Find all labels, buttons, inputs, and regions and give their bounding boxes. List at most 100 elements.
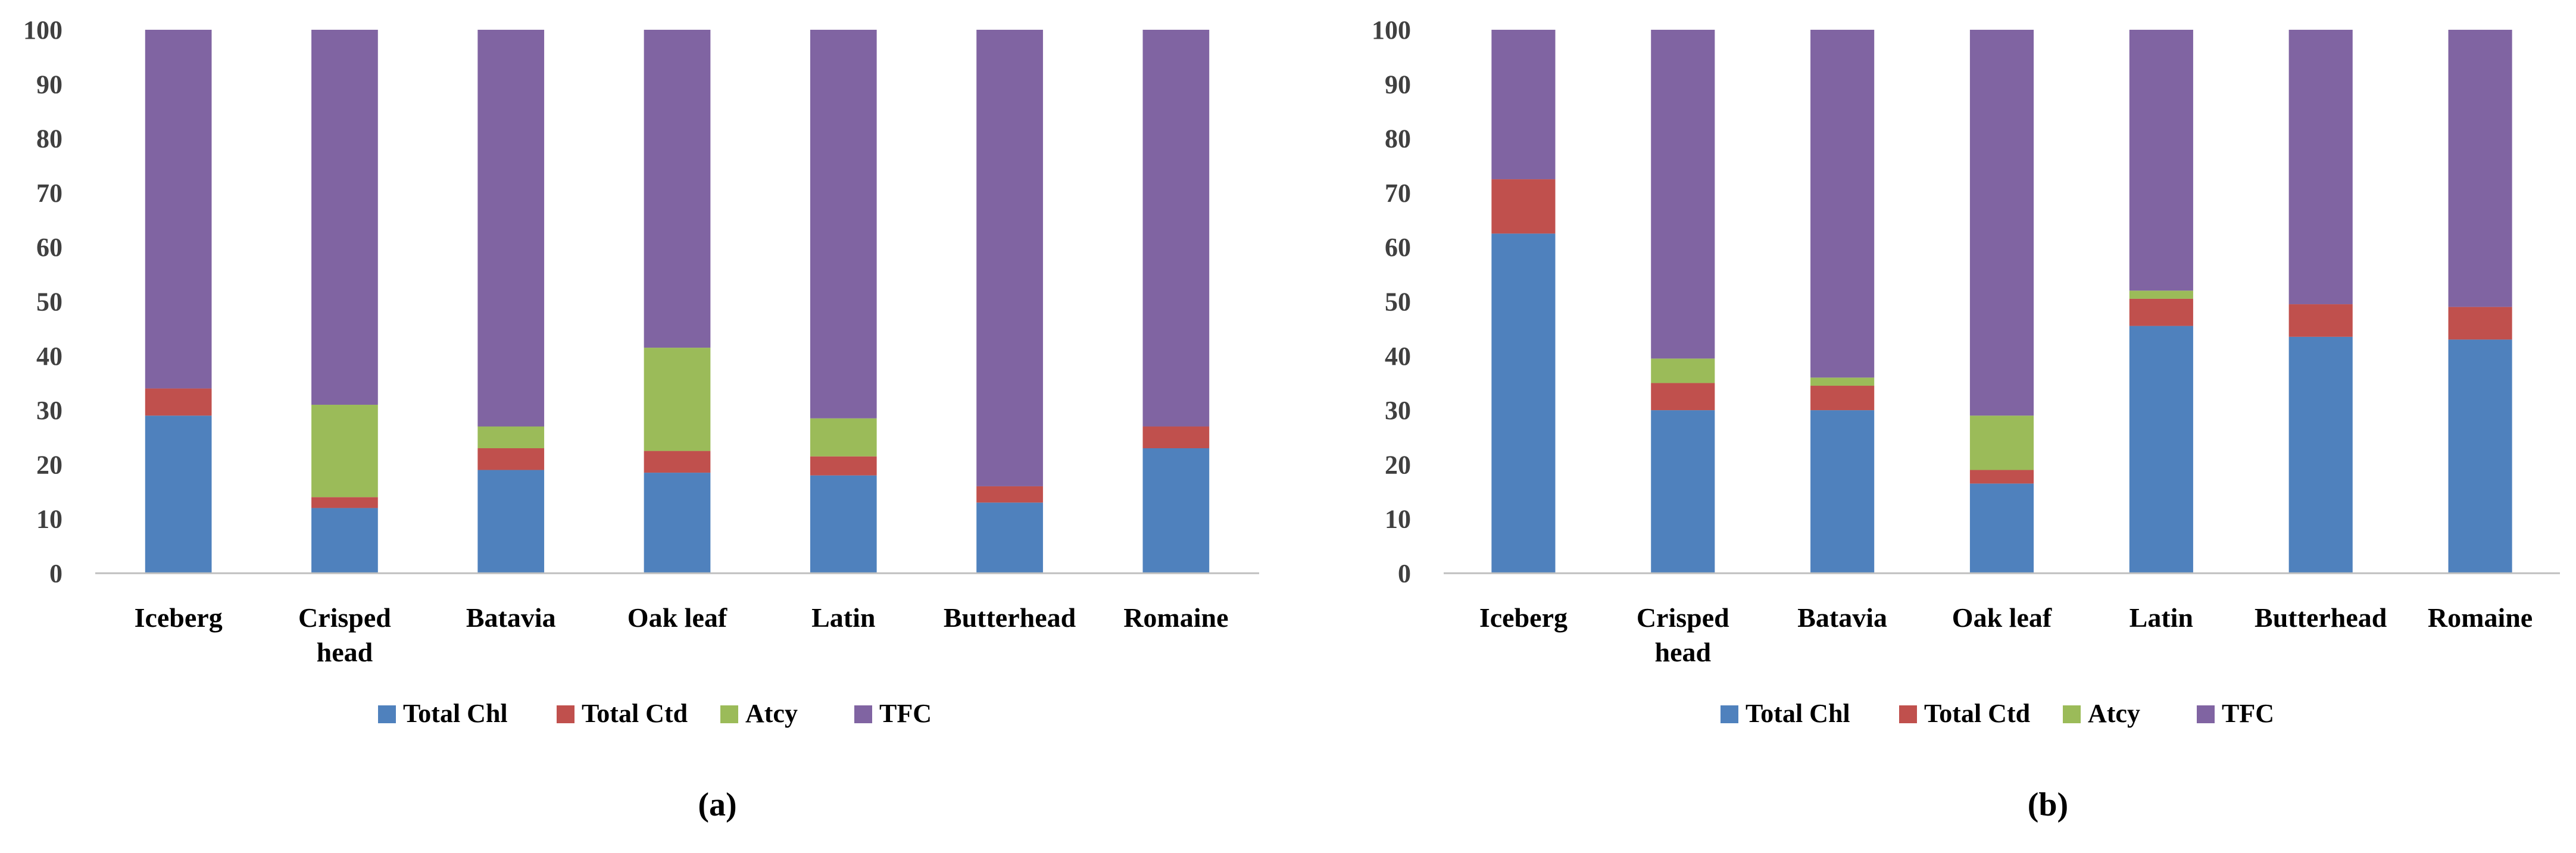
- x-category-label: Butterhead: [2255, 602, 2387, 633]
- bar-segment-atcy-oak-leaf: [644, 348, 711, 451]
- x-category-label-line: Romaine: [2428, 602, 2533, 633]
- legend-swatch-atcy: [2063, 705, 2081, 723]
- y-tick-label: 100: [1372, 15, 1411, 45]
- bar-segment-tfc-oak-leaf: [644, 30, 711, 348]
- legend-label-atcy: Atcy: [2088, 699, 2140, 728]
- legend-swatch-total-ctd: [557, 705, 574, 723]
- bar-segment-atcy-batavia: [477, 426, 545, 449]
- y-tick-label: 60: [36, 233, 63, 262]
- x-category-label-line: Crisped: [1637, 602, 1729, 633]
- legend-swatch-tfc: [2197, 705, 2215, 723]
- bar-segment-total-ctd-butterhead: [976, 486, 1043, 503]
- bar-segment-tfc-latin: [810, 30, 877, 418]
- bar-segment-atcy-latin: [2129, 290, 2193, 299]
- y-tick-label: 50: [1385, 288, 1411, 317]
- legend-label-tfc: TFC: [879, 699, 932, 728]
- bar-segment-total-chl-iceberg: [145, 415, 212, 573]
- y-tick-label: 10: [36, 505, 63, 534]
- bar-segment-tfc-latin: [2129, 30, 2193, 291]
- x-category-label-line: Oak leaf: [627, 602, 727, 633]
- y-tick-label: 10: [1385, 505, 1411, 534]
- y-tick-label: 60: [1385, 233, 1411, 262]
- bar-segment-tfc-romaine: [1142, 30, 1210, 427]
- y-tick-label: 40: [1385, 342, 1411, 371]
- bar-segment-atcy-latin: [810, 418, 877, 457]
- bar-segment-tfc-romaine: [2448, 30, 2512, 307]
- bar-segment-total-ctd-batavia: [477, 448, 545, 470]
- x-category-label: Crisped head: [298, 602, 391, 667]
- legend-label-total-chl: Total Chl: [1746, 699, 1850, 728]
- bar-segment-atcy-batavia: [1810, 377, 1875, 386]
- x-category-label: Latin: [2130, 602, 2193, 633]
- bar-segment-atcy-crisped-head: [311, 404, 378, 498]
- x-category-label: Oak leaf: [1952, 602, 2052, 633]
- legend-label-tfc: TFC: [2222, 699, 2274, 728]
- y-tick-label: 20: [1385, 450, 1411, 479]
- y-tick-label: 90: [36, 70, 63, 99]
- bar-segment-total-ctd-iceberg: [145, 388, 212, 416]
- bar-segment-tfc-batavia: [1810, 30, 1875, 378]
- panel-b: 0 10 20 30 40 50 60 70 80 90 100 Iceberg Crisped head…: [1372, 15, 2560, 823]
- bar-segment-atcy-crisped-head: [1651, 358, 1715, 383]
- bar-segment-total-ctd-oak-leaf: [644, 451, 711, 473]
- bar-segment-total-chl-oak-leaf: [1969, 483, 2034, 573]
- bar-segment-total-ctd-latin: [810, 456, 877, 476]
- y-tick-label: 80: [36, 124, 63, 154]
- legend-swatch-total-chl: [1721, 705, 1738, 723]
- y-tick-label: 0: [1398, 559, 1411, 588]
- panel-a: 0 10 20 30 40 50 60 70 80 90 100 Iceberg Crisped head…: [23, 15, 1259, 823]
- x-category-label-line: Iceberg: [1479, 602, 1568, 633]
- bar-segment-total-chl-iceberg: [1491, 233, 1556, 573]
- x-category-label: Iceberg: [1479, 602, 1568, 633]
- bar-segment-tfc-crisped-head: [1651, 30, 1715, 359]
- panel-label: (b): [2028, 786, 2068, 823]
- x-category-label-line: Latin: [2130, 602, 2193, 633]
- x-category-label-line: Latin: [811, 602, 875, 633]
- x-category-label: Romaine: [2428, 602, 2533, 633]
- legend-swatch-atcy: [720, 705, 738, 723]
- bar-segment-tfc-batavia: [477, 30, 545, 427]
- y-tick-label: 70: [1385, 179, 1411, 208]
- bar-segment-total-chl-romaine: [2448, 339, 2512, 573]
- bar-segment-total-chl-romaine: [1142, 448, 1210, 573]
- x-category-label-line: Batavia: [1797, 602, 1887, 633]
- bar-segment-total-ctd-romaine: [1142, 426, 1210, 449]
- bar-segment-total-ctd-romaine: [2448, 307, 2512, 340]
- x-category-label: Romaine: [1123, 602, 1228, 633]
- bar-segment-total-ctd-iceberg: [1491, 179, 1556, 234]
- x-category-label: Oak leaf: [627, 602, 727, 633]
- bar-segment-total-ctd-crisped-head: [311, 497, 378, 508]
- bar-segment-total-ctd-crisped-head: [1651, 383, 1715, 411]
- x-category-label-line: Butterhead: [944, 602, 1076, 633]
- bar-segment-tfc-butterhead: [976, 30, 1043, 486]
- bar-segment-total-chl-butterhead: [976, 502, 1043, 573]
- y-tick-label: 100: [23, 15, 63, 45]
- y-tick-label: 20: [36, 450, 63, 479]
- bar-segment-total-chl-crisped-head: [311, 508, 378, 573]
- bar-segment-total-chl-batavia: [477, 470, 545, 573]
- bar-segment-total-chl-butterhead: [2288, 336, 2353, 573]
- x-category-label: Butterhead: [944, 602, 1076, 633]
- y-tick-label: 80: [1385, 124, 1411, 154]
- bar-segment-tfc-oak-leaf: [1969, 30, 2034, 416]
- bar-segment-tfc-butterhead: [2288, 30, 2353, 305]
- legend-label-total-ctd: Total Ctd: [1924, 699, 2030, 728]
- bar-segment-total-chl-batavia: [1810, 410, 1875, 573]
- bar-segment-total-chl-oak-leaf: [644, 473, 711, 573]
- x-category-label-line: Iceberg: [135, 602, 223, 633]
- x-category-label: Latin: [811, 602, 875, 633]
- bar-segment-total-chl-crisped-head: [1651, 410, 1715, 573]
- y-tick-label: 0: [49, 559, 63, 588]
- bar-segment-total-ctd-batavia: [1810, 386, 1875, 411]
- y-tick-label: 90: [1385, 70, 1411, 99]
- bar-segment-tfc-iceberg: [145, 30, 212, 389]
- x-category-label: Batavia: [1797, 602, 1887, 633]
- bar-segment-total-chl-latin: [2129, 326, 2193, 573]
- legend-label-atcy: Atcy: [745, 699, 798, 728]
- y-tick-label: 40: [36, 342, 63, 371]
- x-category-label-line: Romaine: [1123, 602, 1228, 633]
- panel-label: (a): [698, 786, 736, 823]
- x-category-label-line: head: [1654, 637, 1711, 667]
- x-category-label-line: Crisped: [298, 602, 391, 633]
- y-tick-label: 50: [36, 288, 63, 317]
